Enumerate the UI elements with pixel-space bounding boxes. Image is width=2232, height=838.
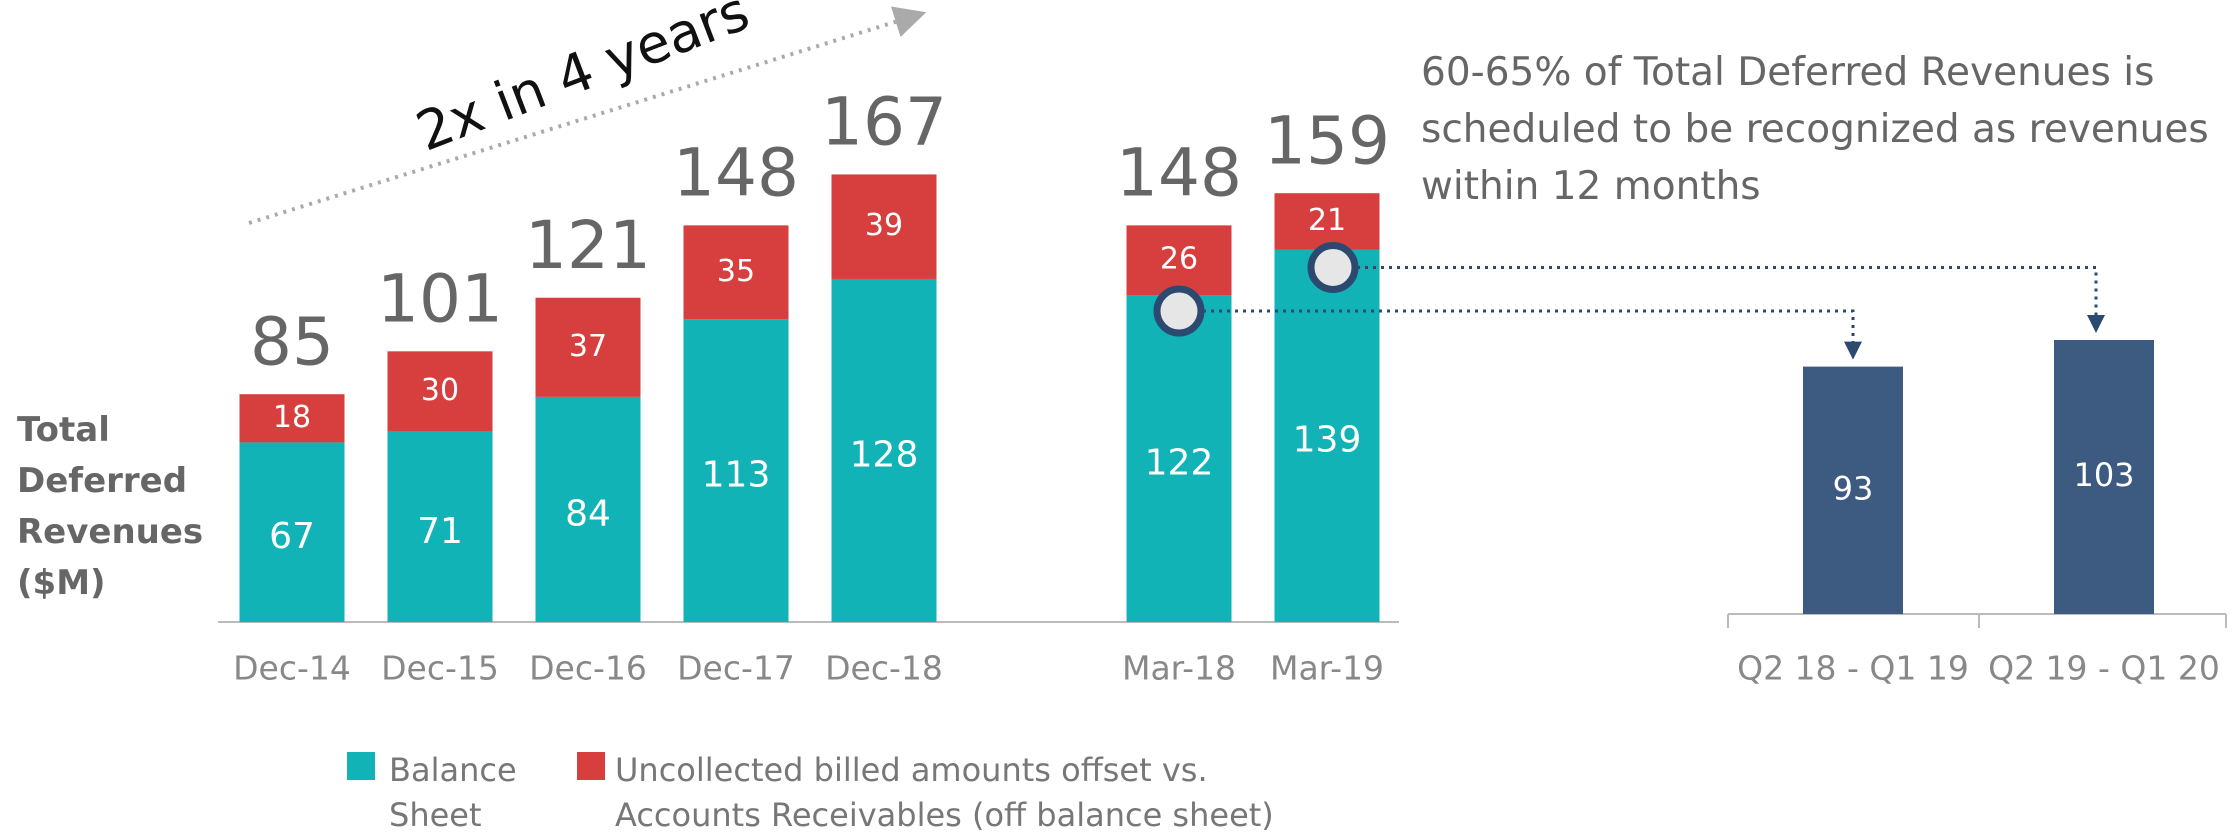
- bar-segment: [239, 394, 345, 443]
- bar: [1803, 366, 1903, 614]
- value-label: 39: [865, 208, 903, 243]
- y-axis-label: Total Deferred Revenues ($M): [17, 410, 204, 603]
- bar-segment: [387, 431, 493, 622]
- bar-segment: [239, 442, 345, 622]
- value-label: 139: [1293, 420, 1362, 461]
- bar-segment: [1274, 193, 1380, 250]
- legend-label: Uncollected billed amounts offset vs. Ac…: [615, 751, 1274, 834]
- bar-segment: [831, 278, 937, 622]
- connector-dot: [1307, 241, 1359, 293]
- value-label: 93: [1833, 469, 1874, 507]
- bar-segment: [1126, 295, 1232, 622]
- value-label: 21: [1308, 203, 1346, 238]
- legend-label: Balance Sheet: [389, 751, 517, 834]
- x-tick-label: Dec-18: [825, 649, 943, 688]
- total-label: 148: [1116, 134, 1242, 211]
- total-label: 85: [250, 303, 334, 380]
- connector-dot: [1153, 285, 1205, 337]
- value-label: 128: [850, 434, 919, 475]
- x-tick-label: Dec-17: [677, 649, 795, 688]
- connector: [1333, 265, 2105, 334]
- value-label: 84: [565, 493, 611, 534]
- x-tick-label: Mar-18: [1122, 649, 1236, 688]
- total-label: 167: [821, 84, 947, 161]
- value-label: 18: [273, 400, 311, 435]
- annotation: 60-65% of Total Deferred Revenues is sch…: [1421, 50, 2209, 209]
- value-label: 26: [1160, 242, 1198, 277]
- x-tick-label: Mar-19: [1270, 649, 1384, 688]
- bar-segment: [683, 225, 789, 320]
- bar-segment: [387, 351, 493, 432]
- bar-segment: [831, 174, 937, 279]
- value-label: 113: [702, 455, 771, 496]
- total-label: 121: [525, 207, 651, 284]
- bar-segment: [535, 396, 641, 622]
- total-label: 159: [1264, 102, 1390, 179]
- x-tick-label: Dec-14: [233, 649, 351, 688]
- x-tick-label: Q2 19 - Q1 20: [1988, 649, 2220, 688]
- trend-arrow: [248, 6, 927, 225]
- x-tick-label: Q2 18 - Q1 19: [1737, 649, 1969, 688]
- value-label: 122: [1145, 443, 1214, 484]
- value-label: 37: [569, 329, 607, 364]
- value-label: 67: [269, 516, 315, 557]
- bar-segment: [1126, 225, 1232, 296]
- value-label: 30: [421, 373, 459, 408]
- bar-segment: [683, 319, 789, 622]
- total-label: 101: [377, 260, 503, 337]
- value-label: 35: [717, 254, 755, 289]
- value-label: 71: [417, 511, 463, 552]
- x-tick-label: Dec-16: [529, 649, 647, 688]
- value-label: 103: [2073, 456, 2134, 494]
- connector: [1179, 309, 1862, 360]
- legend-swatch: [577, 752, 605, 780]
- total-label: 148: [673, 134, 799, 211]
- bar: [2054, 340, 2154, 614]
- x-tick-label: Dec-15: [381, 649, 499, 688]
- legend-swatch: [347, 752, 375, 780]
- bar-segment: [535, 297, 641, 397]
